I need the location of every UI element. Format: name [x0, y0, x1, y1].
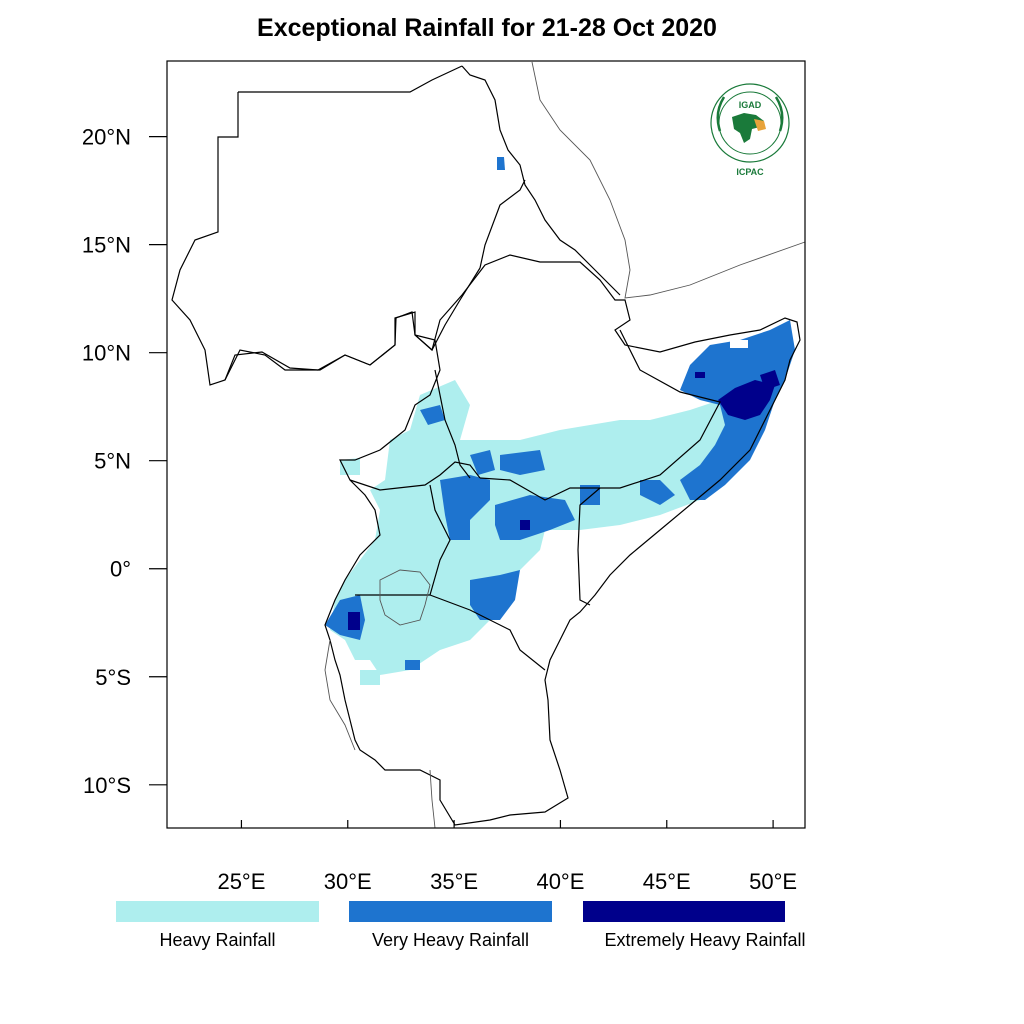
legend-swatch-extremely-heavy [583, 901, 785, 922]
y-tick-label: 0° [110, 557, 131, 582]
logo-caption: ICPAC [736, 167, 764, 177]
x-tick-label: 50°E [749, 869, 797, 894]
x-tick-label: 35°E [430, 869, 478, 894]
y-tick-label: 10°S [83, 773, 131, 798]
x-tick-label: 30°E [324, 869, 372, 894]
legend-label-extremely-heavy: Extremely Heavy Rainfall [604, 930, 806, 950]
x-tick-label: 45°E [643, 869, 691, 894]
y-tick-label: 5°S [95, 665, 131, 690]
legend-label-very-heavy: Very Heavy Rainfall [371, 930, 530, 950]
map-title: Exceptional Rainfall for 21-28 Oct 2020 [257, 14, 717, 42]
y-tick-label: 10°N [82, 341, 131, 366]
igad-icpac-logo: IGAD ICPAC [710, 83, 790, 177]
lake-victoria [379, 569, 431, 626]
x-axis: 25°E 30°E 35°E 40°E 45°E 50°E [217, 820, 797, 894]
lakes-and-coasts [324, 61, 806, 829]
map-frame [166, 60, 806, 829]
legend-label-heavy: Heavy Rainfall [159, 930, 276, 950]
x-tick-label: 25°E [217, 869, 265, 894]
boundaries [171, 65, 801, 826]
y-tick-label: 5°N [94, 449, 131, 474]
legend-swatch-very-heavy [349, 901, 552, 922]
y-tick-label: 15°N [82, 233, 131, 258]
logo-name: IGAD [739, 100, 762, 110]
extremely-heavy-rainfall-areas [348, 370, 780, 630]
y-axis: 20°N 15°N 10°N 5°N 0° 5°S 10°S [82, 125, 167, 798]
legend-swatch-heavy [116, 901, 319, 922]
x-tick-label: 40°E [536, 869, 584, 894]
y-tick-label: 20°N [82, 125, 131, 150]
rainfall-layers [325, 157, 795, 685]
